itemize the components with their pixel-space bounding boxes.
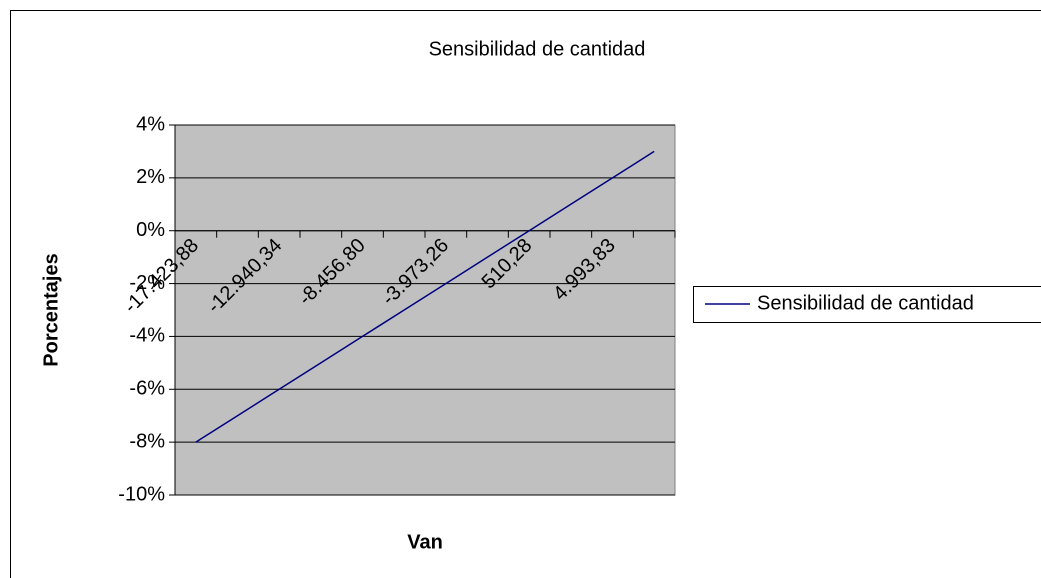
y-tick-label: 0% — [136, 219, 165, 241]
chart-title: Sensibilidad de cantidad — [429, 38, 646, 60]
data-line — [195, 150, 655, 443]
y-tick-label: -4% — [129, 325, 165, 347]
legend-label: Sensibilidad de cantidad — [757, 292, 974, 314]
y-axis-label: Porcentajes — [40, 253, 62, 366]
x-axis-label: Van — [407, 531, 443, 553]
y-tick-label: 4% — [136, 113, 165, 135]
y-tick-label: -6% — [129, 378, 165, 400]
plot-area — [174, 124, 676, 496]
y-tick-label: -2% — [129, 272, 165, 294]
y-tick-label: -10% — [118, 483, 165, 505]
y-tick-label: -8% — [129, 430, 165, 452]
y-tick-label: 2% — [136, 166, 165, 188]
legend-box — [693, 286, 1041, 323]
